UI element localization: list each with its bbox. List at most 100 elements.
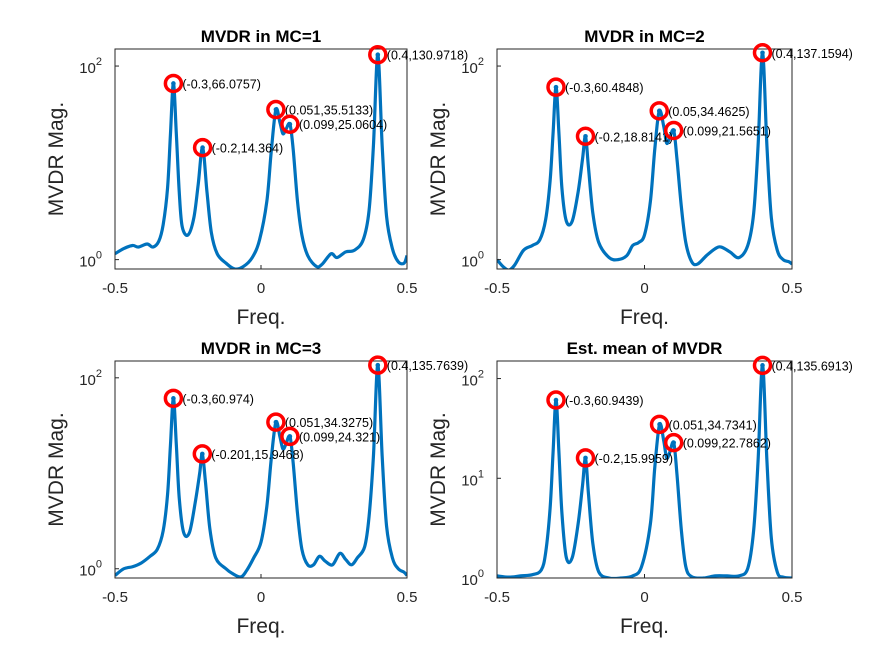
peak-label: (-0.3,60.4848) bbox=[565, 81, 644, 95]
y-tick-exponent: 2 bbox=[96, 56, 102, 68]
x-tick-label: 0.5 bbox=[397, 280, 418, 297]
x-tick-label: -0.5 bbox=[484, 280, 510, 297]
y-tick-base: 10 bbox=[461, 472, 478, 489]
peak-point bbox=[657, 422, 662, 427]
x-axis-label: Freq. bbox=[620, 306, 669, 329]
y-axis-label: MVDR Mag. bbox=[45, 102, 68, 216]
peak-label: (0.4,130.9718) bbox=[387, 49, 468, 63]
subplot-4: Est. mean of MVDR-0.5 0 0.5100101102Freq.M… bbox=[427, 339, 853, 638]
peak-point bbox=[656, 108, 662, 114]
y-tick-exponent: 2 bbox=[478, 56, 484, 68]
peak-point bbox=[171, 396, 176, 401]
peak-marker bbox=[663, 432, 684, 453]
peak-marker bbox=[575, 448, 596, 468]
peak-point bbox=[671, 128, 677, 133]
y-tick-base: 10 bbox=[461, 60, 478, 77]
x-tick-label: -0.5 bbox=[484, 589, 510, 606]
y-tick-base: 10 bbox=[79, 254, 96, 271]
y-tick-label: 102 bbox=[461, 369, 484, 390]
x-tick-label: 0 bbox=[640, 280, 648, 297]
peak-label: (0.099,25.0604) bbox=[299, 118, 387, 132]
peak-label: (0.099,22.7862) bbox=[683, 437, 771, 451]
y-tick-label: 102 bbox=[461, 56, 484, 77]
peak-marker bbox=[575, 126, 596, 147]
chart-title: MVDR in MC=2 bbox=[584, 27, 704, 46]
peak-point bbox=[375, 52, 381, 58]
peak-label: (0.051,34.7341) bbox=[669, 418, 757, 432]
y-axis-label: MVDR Mag. bbox=[427, 102, 450, 216]
x-axis-label: Freq. bbox=[236, 615, 285, 638]
peak-marker bbox=[752, 355, 773, 376]
y-tick-base: 10 bbox=[461, 572, 478, 589]
peak-label: (0.099,21.5651) bbox=[683, 125, 771, 139]
peak-marker bbox=[280, 114, 300, 134]
peak-marker bbox=[649, 101, 669, 121]
peak-label: (-0.2,15.9959) bbox=[595, 452, 674, 466]
y-tick-label: 100 bbox=[461, 568, 484, 589]
peak-point bbox=[287, 121, 293, 127]
peak-point bbox=[375, 362, 381, 368]
peak-marker bbox=[280, 426, 300, 447]
peak-marker bbox=[546, 390, 566, 410]
y-tick-label: 100 bbox=[79, 559, 102, 580]
peak-marker bbox=[266, 412, 286, 432]
x-tick-label: 0.5 bbox=[782, 280, 803, 297]
peak-label: (0.051,35.5133) bbox=[285, 104, 373, 118]
y-tick-base: 10 bbox=[461, 373, 478, 390]
x-tick-label: 0 bbox=[257, 280, 265, 297]
peak-label: (-0.3,60.9439) bbox=[565, 394, 644, 408]
peak-point bbox=[287, 434, 293, 439]
peak-point bbox=[553, 84, 559, 90]
chart-title: MVDR in MC=1 bbox=[201, 27, 321, 46]
peak-marker bbox=[368, 355, 388, 375]
y-tick-label: 100 bbox=[461, 250, 484, 271]
peak-label: (-0.3,60.974) bbox=[182, 392, 254, 406]
x-tick-label: 0.5 bbox=[782, 589, 803, 606]
peak-marker bbox=[266, 99, 286, 120]
y-tick-exponent: 1 bbox=[478, 468, 484, 480]
y-tick-exponent: 0 bbox=[96, 559, 102, 571]
peak-label: (-0.2,18.8141) bbox=[595, 130, 674, 144]
mvdr-curve bbox=[497, 363, 792, 578]
y-tick-base: 10 bbox=[79, 60, 96, 77]
y-tick-exponent: 2 bbox=[478, 369, 484, 381]
y-tick-label: 101 bbox=[461, 468, 484, 489]
peak-point bbox=[200, 451, 205, 457]
peak-point bbox=[273, 419, 279, 425]
peak-point bbox=[273, 107, 279, 112]
peak-label: (0.4,135.6913) bbox=[772, 359, 853, 373]
peak-marker bbox=[163, 388, 184, 409]
peak-label: (-0.3,66.0757) bbox=[182, 77, 261, 91]
y-tick-label: 102 bbox=[79, 368, 102, 389]
y-tick-base: 10 bbox=[79, 372, 96, 389]
peak-point bbox=[583, 455, 588, 461]
y-axis-label: MVDR Mag. bbox=[45, 412, 68, 526]
peak-marker bbox=[368, 44, 388, 65]
peak-marker bbox=[649, 414, 670, 435]
peak-point bbox=[553, 397, 559, 403]
subplot-3: MVDR in MC=3 -0.5 0 0.5 100 102 Freq. MVDR Mag.… bbox=[45, 339, 468, 638]
x-tick-label: 0 bbox=[640, 589, 648, 606]
y-tick-label: 100 bbox=[79, 250, 102, 271]
peak-label: (0.4,137.1594) bbox=[772, 47, 853, 61]
peak-point bbox=[171, 81, 176, 86]
y-tick-exponent: 0 bbox=[478, 568, 484, 580]
peak-marker bbox=[546, 77, 566, 97]
y-axis-label: MVDR Mag. bbox=[427, 412, 450, 526]
y-tick-exponent: 0 bbox=[96, 250, 102, 262]
peak-label: (0.05,34.4625) bbox=[668, 105, 749, 119]
mvdr-curve bbox=[115, 53, 407, 269]
peak-point bbox=[200, 145, 205, 150]
peak-marker bbox=[192, 444, 213, 464]
y-tick-exponent: 0 bbox=[478, 250, 484, 262]
x-tick-label: 0.5 bbox=[397, 589, 418, 606]
peak-point bbox=[760, 363, 765, 368]
y-tick-exponent: 2 bbox=[96, 368, 102, 380]
chart-title: MVDR in MC=3 bbox=[201, 339, 321, 358]
peak-marker bbox=[663, 120, 684, 141]
x-axis-label: Freq. bbox=[236, 306, 285, 329]
peak-label: (0.4,135.7639) bbox=[387, 359, 468, 373]
x-tick-label: -0.5 bbox=[102, 589, 128, 606]
